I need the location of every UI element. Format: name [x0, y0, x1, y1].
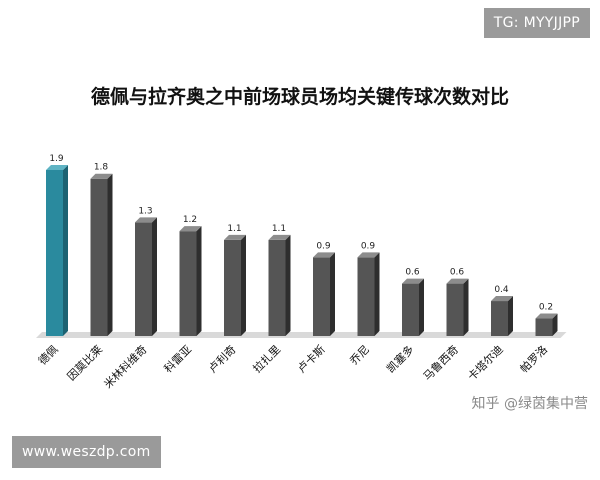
value-label-9: 0.6 — [405, 268, 420, 278]
bar-3 — [135, 217, 157, 336]
category-label-7: 卢卡斯 — [295, 343, 328, 376]
bar-9 — [402, 278, 424, 336]
value-label-1: 1.9 — [49, 154, 64, 164]
value-label-12: 0.2 — [539, 303, 553, 313]
bar-12 — [535, 313, 558, 336]
value-label-4: 1.2 — [183, 215, 197, 225]
value-label-6: 1.1 — [272, 224, 286, 234]
bar-6 — [268, 234, 291, 336]
bar-2 — [90, 173, 113, 336]
category-label-5: 卢利奇 — [206, 343, 239, 376]
chart-title: 德佩与拉齐奥之中前场球员场均关键传球次数对比 — [91, 85, 509, 108]
bar-5 — [224, 234, 246, 336]
labels-group: 1.9 德佩 1.8 因莫比莱 1.3 米林科维奇 1.2 科雷亚 1.1 卢利奇 1.1 拉扎里 0.… — [35, 154, 553, 391]
category-label-2: 因莫比莱 — [65, 343, 105, 383]
value-label-7: 0.9 — [316, 241, 331, 251]
value-label-11: 0.4 — [494, 285, 509, 295]
bar-10 — [446, 278, 469, 336]
value-label-8: 0.9 — [361, 241, 376, 251]
bar-7 — [313, 252, 335, 336]
value-label-3: 1.3 — [138, 206, 152, 216]
value-label-5: 1.1 — [227, 224, 241, 234]
bar-11 — [491, 296, 513, 336]
category-label-11: 卡塔尔迪 — [465, 343, 505, 383]
category-label-9: 凯塞多 — [383, 342, 416, 375]
bar-4 — [179, 226, 202, 336]
value-label-10: 0.6 — [450, 268, 465, 278]
value-label-2: 1.8 — [94, 163, 109, 173]
bar-1 — [46, 165, 68, 336]
telegram-watermark: TG: MYYJJPP — [483, 8, 590, 38]
category-label-4: 科雷亚 — [161, 342, 194, 375]
category-label-12: 帕罗洛 — [517, 342, 550, 375]
category-label-6: 拉扎里 — [250, 342, 283, 375]
chart-floor — [36, 332, 567, 338]
category-label-8: 乔尼 — [347, 343, 372, 368]
category-label-3: 米林科维奇 — [101, 342, 150, 391]
bar-8 — [357, 252, 380, 336]
category-label-1: 德佩 — [35, 342, 60, 367]
category-label-10: 马鲁西奇 — [420, 342, 461, 383]
bars-group — [46, 165, 558, 336]
site-watermark: www.weszdp.com — [12, 436, 161, 468]
zhihu-watermark: 知乎 @绿茵集中营 — [471, 396, 588, 412]
